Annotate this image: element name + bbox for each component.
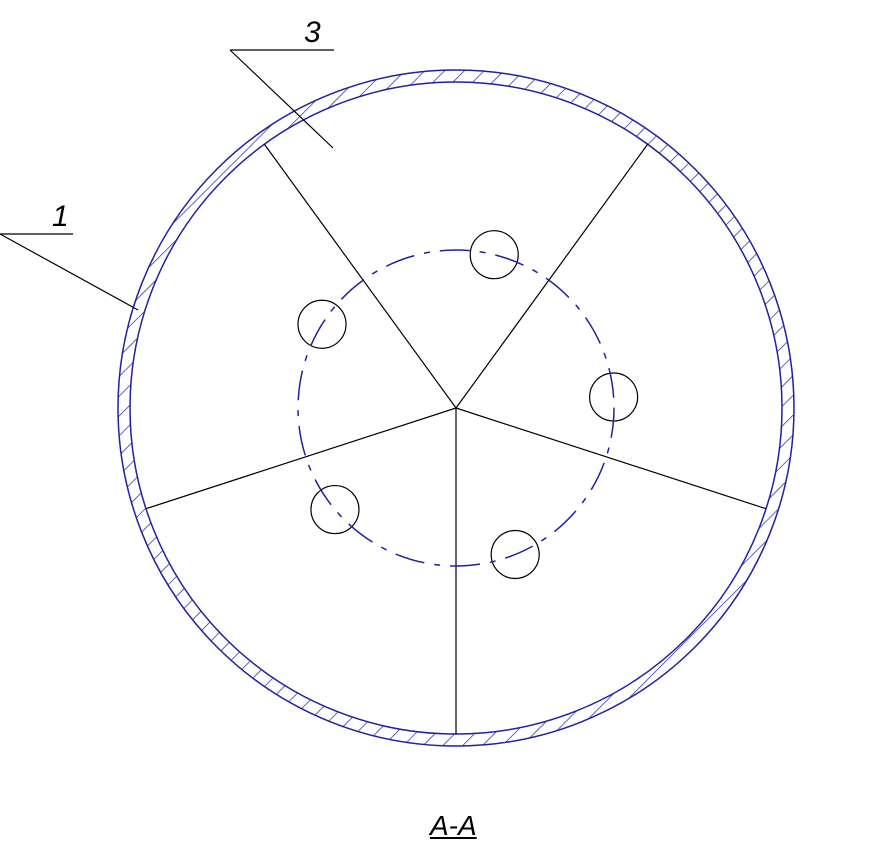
reference-number-3: 3 <box>304 16 321 50</box>
outer-shell-hatching <box>0 0 895 861</box>
bolt-hole <box>470 231 518 279</box>
diagram-svg <box>0 0 895 861</box>
section-label: A-A <box>430 810 477 842</box>
cross-section-diagram: A-A 3 1 <box>0 0 895 861</box>
reference-number-1: 1 <box>52 200 69 234</box>
